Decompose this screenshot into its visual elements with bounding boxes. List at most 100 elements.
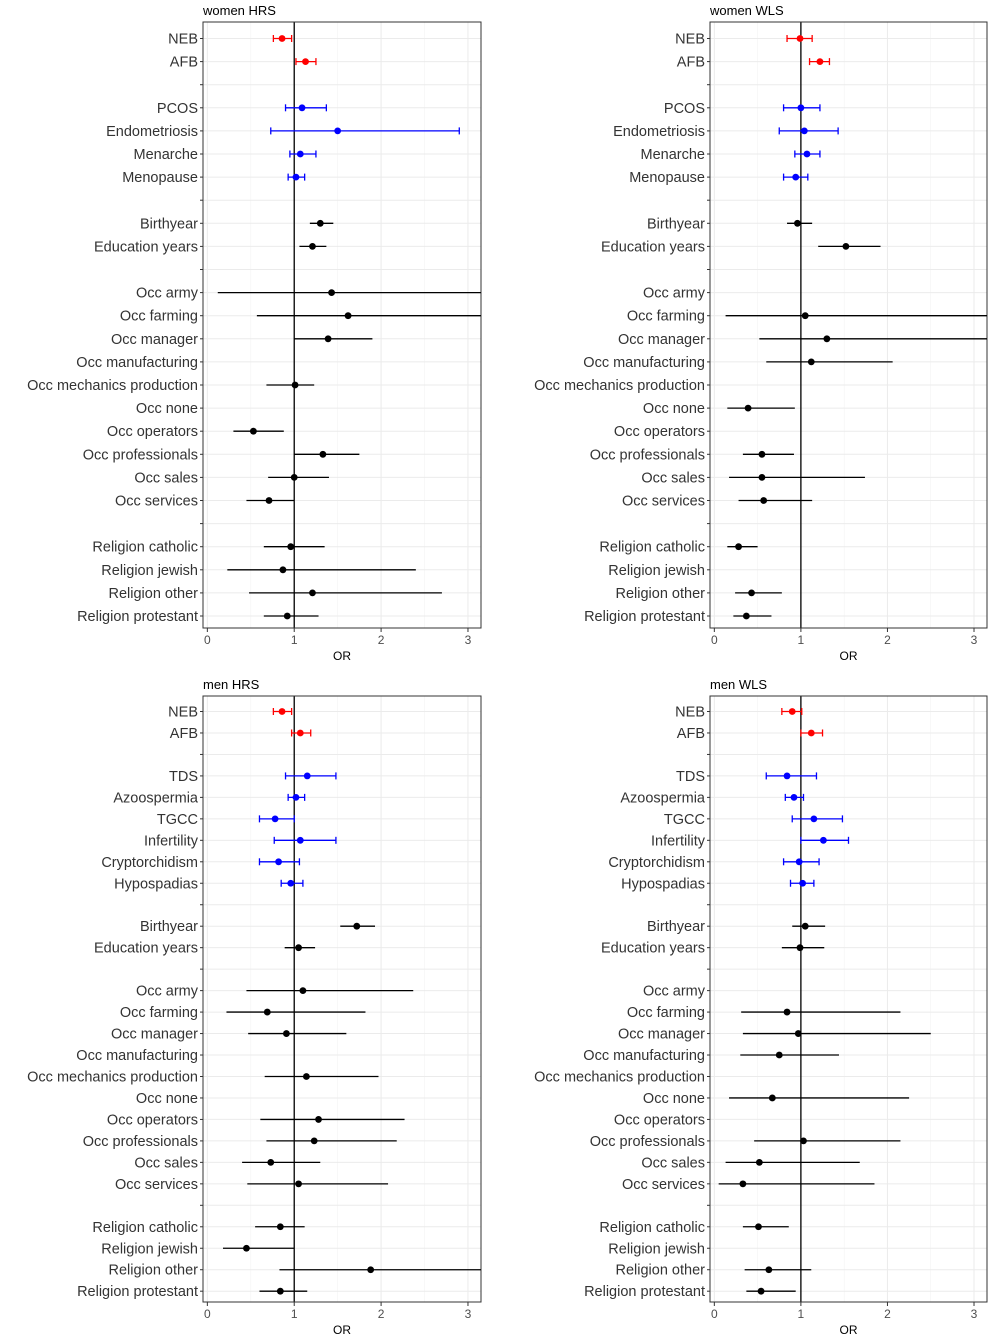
row-label: Religion protestant <box>584 1284 705 1300</box>
point-estimate <box>816 58 824 65</box>
point-estimate <box>353 922 361 930</box>
panel-men-wls: NEB AFB TDS Azoospermia TGCC Infertility Crypt… <box>534 677 988 1337</box>
row-label: PCOS <box>157 101 198 117</box>
row-label: Occ none <box>643 1091 705 1107</box>
panel-title: men HRS <box>203 677 260 692</box>
x-tick-label: 2 <box>378 633 385 647</box>
point-estimate <box>794 219 801 227</box>
row-label: Occ operators <box>614 1112 705 1128</box>
row-label: Religion other <box>616 1263 706 1279</box>
point-estimate <box>334 127 342 135</box>
panel-title: women WLS <box>709 3 784 18</box>
point-estimate <box>263 1008 271 1016</box>
point-estimate <box>744 404 752 412</box>
x-axis-title: OR <box>840 649 858 663</box>
point-estimate <box>842 243 850 250</box>
row-label: Menarche <box>641 147 705 163</box>
point-estimate <box>783 772 791 780</box>
point-estimate <box>792 173 800 181</box>
row-label: Occ army <box>643 286 706 302</box>
row-label: Occ services <box>622 494 705 510</box>
row-label: TGCC <box>664 812 705 828</box>
x-tick-label: 1 <box>291 1307 298 1321</box>
row-label: Religion jewish <box>608 1241 705 1257</box>
point-estimate <box>295 944 302 952</box>
x-tick-label: 0 <box>204 1307 211 1321</box>
point-estimate <box>319 450 327 458</box>
point-estimate <box>757 1287 765 1295</box>
point-estimate <box>800 1137 807 1145</box>
row-label: Occ mechanics production <box>534 1069 705 1085</box>
point-estimate <box>243 1244 250 1252</box>
row-label: Occ operators <box>107 424 198 440</box>
plot-frame <box>709 695 988 1303</box>
point-estimate <box>296 836 304 844</box>
point-estimate <box>275 858 282 866</box>
plot-frame <box>202 695 482 1303</box>
row-label: Education years <box>94 941 198 957</box>
panel-title: men WLS <box>710 677 767 692</box>
point-estimate <box>796 35 804 42</box>
point-estimate <box>292 793 300 801</box>
row-label: AFB <box>677 726 705 742</box>
row-label: PCOS <box>664 101 705 117</box>
row-label: Occ manufacturing <box>76 1048 198 1064</box>
point-estimate <box>309 243 316 250</box>
row-label: Occ manager <box>618 332 705 348</box>
point-estimate <box>823 335 831 343</box>
row-label: Occ army <box>643 984 706 1000</box>
point-estimate <box>790 793 798 801</box>
point-estimate <box>298 104 306 112</box>
point-estimate <box>287 543 295 551</box>
row-label: Religion protestant <box>77 609 198 625</box>
x-tick-label: 0 <box>204 633 211 647</box>
row-label: NEB <box>168 32 198 48</box>
point-estimate <box>803 150 811 158</box>
row-label: Occ sales <box>641 1155 705 1171</box>
row-label: Azoospermia <box>113 790 199 806</box>
point-estimate <box>299 987 307 995</box>
row-label: Occ operators <box>614 424 705 440</box>
row-label: Birthyear <box>140 216 198 232</box>
point-estimate <box>278 708 286 715</box>
row-label: Occ sales <box>641 470 705 486</box>
point-estimate <box>249 427 257 435</box>
x-axis-title: OR <box>333 649 351 663</box>
row-label: Infertility <box>144 833 199 849</box>
row-label: Occ professionals <box>83 1134 198 1150</box>
row-label: Birthyear <box>647 216 705 232</box>
row-label: Occ mechanics production <box>27 378 198 394</box>
row-label: Religion catholic <box>599 540 705 556</box>
row-label: Religion other <box>109 586 199 602</box>
x-tick-label: 1 <box>798 633 805 647</box>
row-label: TDS <box>169 769 198 785</box>
point-estimate <box>775 1051 783 1059</box>
x-tick-label: 0 <box>711 1307 718 1321</box>
point-estimate <box>287 879 295 887</box>
row-label: Occ sales <box>134 470 198 486</box>
point-estimate <box>807 729 815 737</box>
row-label: NEB <box>168 705 198 721</box>
row-label: Religion catholic <box>599 1220 705 1236</box>
plot-frame <box>202 21 482 629</box>
point-estimate <box>290 474 298 481</box>
point-estimate <box>276 1287 284 1295</box>
point-estimate <box>367 1266 375 1274</box>
row-label: Birthyear <box>647 919 705 935</box>
panel-title: women HRS <box>202 3 276 18</box>
point-estimate <box>739 1180 747 1188</box>
point-estimate <box>295 1180 302 1188</box>
row-label: Religion jewish <box>101 1241 198 1257</box>
point-estimate <box>801 922 809 930</box>
row-label: Occ farming <box>120 1005 198 1021</box>
point-estimate <box>310 1137 318 1145</box>
row-label: Occ services <box>115 1177 198 1193</box>
row-label: Occ mechanics production <box>27 1069 198 1085</box>
point-estimate <box>267 1158 275 1166</box>
point-estimate <box>302 58 309 65</box>
x-tick-label: 2 <box>378 1307 385 1321</box>
x-tick-label: 3 <box>971 1307 978 1321</box>
point-estimate <box>797 104 805 112</box>
row-label: Occ none <box>136 401 198 417</box>
